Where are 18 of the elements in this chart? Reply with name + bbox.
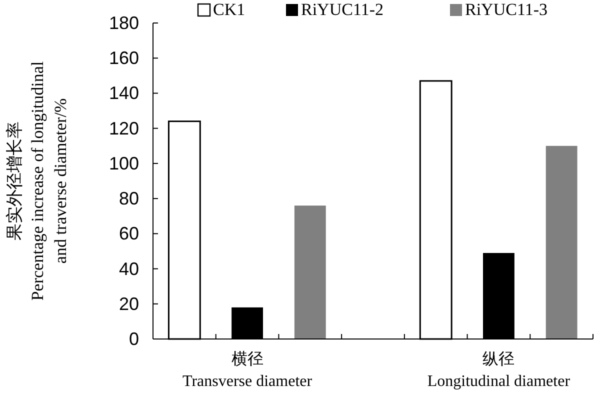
y-tick-label: 80: [118, 188, 139, 209]
x-tick-label: 纵径 Longitudinal diameter: [427, 351, 571, 390]
y-tick-label: 160: [108, 48, 139, 68]
bar: [546, 146, 578, 339]
legend-label: RiYUC11-3: [465, 0, 548, 19]
y-axis-title: 果实外径增长率 Percentage increase of longitudinal and traverse diameter/%: [5, 61, 70, 301]
y-tick-label: 20: [118, 294, 139, 314]
y-tick-label: 60: [118, 224, 139, 244]
y-tick-label: 0: [128, 329, 139, 349]
x-tick-label: 横径 Transverse diameter: [182, 350, 313, 390]
bar: [294, 206, 326, 339]
y-tick-label: 40: [118, 258, 139, 279]
y-tick-label: 100: [108, 153, 139, 174]
y-tick-label: 120: [108, 118, 139, 138]
legend-label: CK1: [213, 0, 246, 19]
legend-label: RiYUC11-2: [301, 0, 384, 19]
y-tick-label: 140: [108, 83, 139, 104]
y-tick-label: 180: [108, 13, 139, 33]
